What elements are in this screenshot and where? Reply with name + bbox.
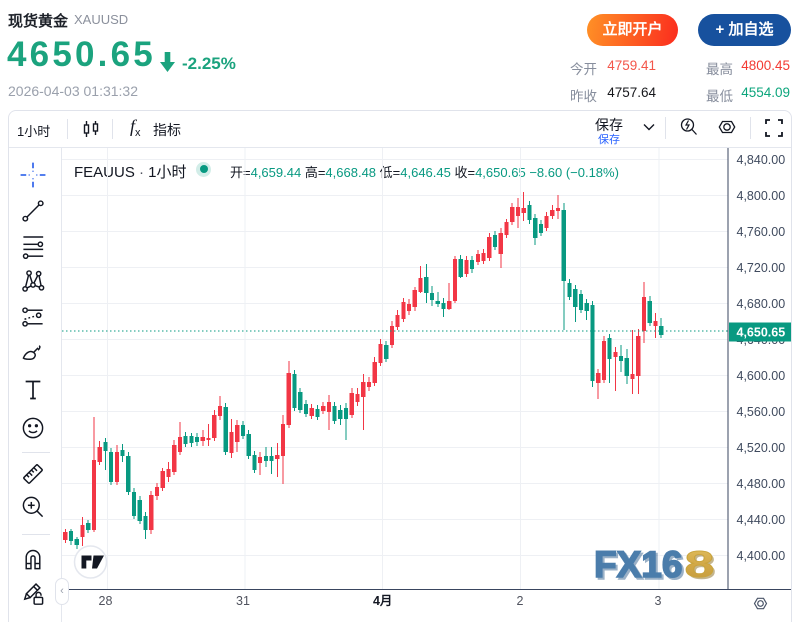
- svg-text:4,720.00: 4,720.00: [737, 261, 786, 275]
- svg-text:4,560.00: 4,560.00: [737, 405, 786, 419]
- svg-text:FX16: FX16: [594, 544, 682, 585]
- svg-text:8: 8: [687, 545, 717, 587]
- svg-text:4,760.00: 4,760.00: [737, 225, 786, 239]
- svg-text:8: 8: [685, 543, 715, 585]
- svg-text:4,800.00: 4,800.00: [737, 189, 786, 203]
- svg-text:4,600.00: 4,600.00: [737, 369, 786, 383]
- svg-text:FX16: FX16: [596, 546, 684, 587]
- svg-text:4,400.00: 4,400.00: [737, 549, 786, 563]
- svg-text:31: 31: [236, 594, 250, 608]
- svg-text:3: 3: [655, 594, 662, 608]
- svg-text:4,480.00: 4,480.00: [737, 477, 786, 491]
- svg-text:4,520.00: 4,520.00: [737, 441, 786, 455]
- svg-text:2: 2: [517, 594, 524, 608]
- svg-text:28: 28: [99, 594, 113, 608]
- svg-text:4,680.00: 4,680.00: [737, 297, 786, 311]
- svg-text:4,440.00: 4,440.00: [737, 513, 786, 527]
- svg-text:4,650.65: 4,650.65: [737, 326, 786, 340]
- svg-text:4,840.00: 4,840.00: [737, 153, 786, 167]
- svg-text:4月: 4月: [373, 594, 392, 608]
